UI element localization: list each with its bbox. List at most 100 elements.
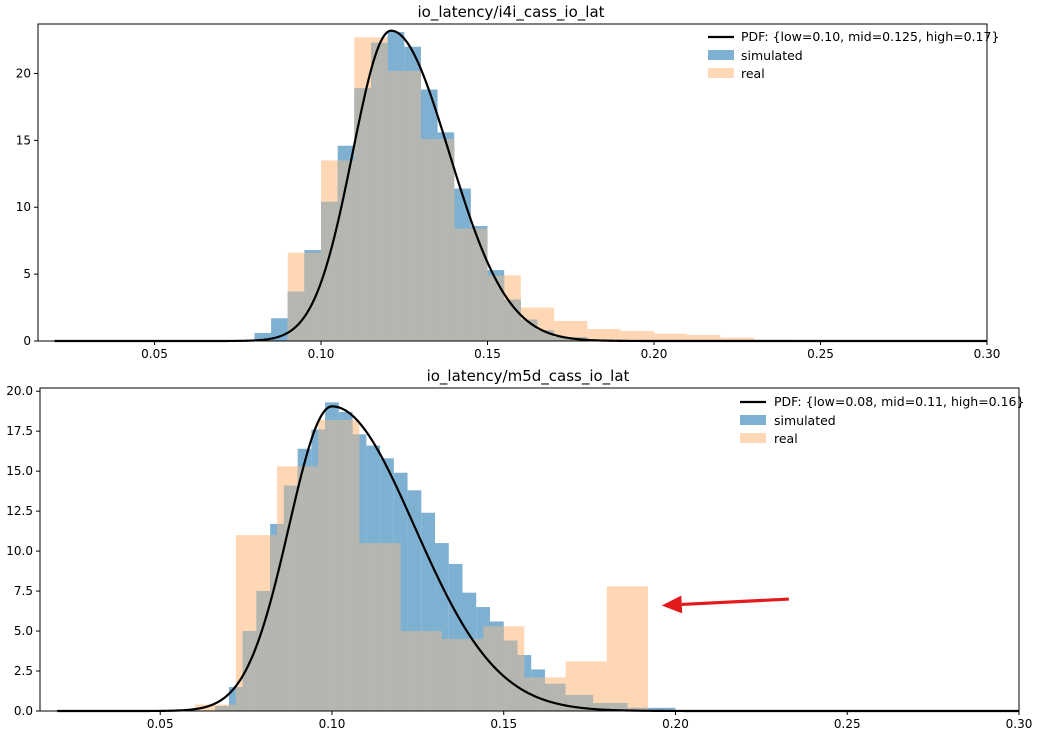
legend: PDF: {low=0.08, mid=0.11, high=0.16} sim…: [740, 394, 1024, 446]
histogram-bar-overlap: [354, 88, 371, 341]
histogram-bar-overlap: [437, 139, 455, 341]
histogram-bar-overlap: [503, 640, 518, 711]
histogram-bar-overlap: [627, 707, 649, 711]
histogram-bar-overlap: [421, 631, 436, 711]
y-tick-label: 7.5: [14, 584, 33, 598]
legend: PDF: {low=0.10, mid=0.125, high=0.17} si…: [708, 29, 999, 81]
histogram-bar-overlap: [593, 703, 607, 711]
legend-simulated-swatch: [740, 415, 766, 425]
legend-label-pdf: PDF: {low=0.08, mid=0.11, high=0.16}: [774, 394, 1024, 409]
histogram-bar-overlap: [359, 543, 367, 711]
y-tick-label: 10.0: [6, 544, 33, 558]
histogram-bar-overlap: [321, 201, 338, 341]
x-tick-label: 0.10: [308, 347, 335, 361]
plot-frame: [39, 387, 1020, 712]
histogram-bar-overlap: [270, 535, 278, 711]
legend-label-simulated: simulated: [741, 48, 803, 63]
histogram-bar-overlap: [441, 639, 449, 711]
histogram-bar-overlap: [380, 543, 394, 711]
histogram-bar-overlap: [387, 70, 405, 342]
legend-real-swatch: [708, 68, 734, 78]
chart-i4i-cass-io-lat: io_latency/i4i_cass_io_lat 0.05 0.10 0.1…: [16, 3, 1001, 361]
x-tick-label: 0.10: [319, 717, 346, 731]
histogram-bar-overlap: [287, 291, 305, 341]
histogram-bar-simulated: [254, 332, 272, 341]
histogram-bar-overlap: [420, 139, 438, 341]
histogram-bar-overlap: [297, 466, 312, 711]
x-tick-label: 0.30: [1006, 717, 1033, 731]
arrow-shaft: [681, 597, 789, 607]
histogram-bar-overlap: [476, 639, 484, 711]
plot-frame: [37, 23, 988, 342]
y-tick-label: 20.0: [6, 384, 33, 398]
y-tick-label: 5: [23, 267, 31, 281]
histogram-bar-overlap: [235, 687, 243, 711]
y-tick-label: 5.0: [14, 624, 33, 638]
histogram-bar-overlap: [487, 275, 505, 341]
histogram-bar-overlap: [435, 631, 442, 711]
histogram-bar-overlap: [366, 543, 381, 711]
histogram-bar-overlap: [407, 631, 422, 711]
chart-title: io_latency/m5d_cass_io_lat: [427, 367, 630, 386]
arrow-head: [661, 595, 683, 614]
x-tick-label: 0.15: [474, 347, 501, 361]
histogram-bar-overlap: [325, 419, 339, 711]
histogram-bar-overlap: [318, 429, 326, 711]
legend-simulated-swatch: [708, 50, 734, 60]
histogram-bar-overlap: [531, 677, 545, 711]
x-tick-label: 0.30: [974, 347, 1001, 361]
legend-label-real: real: [774, 431, 798, 446]
histogram-bar-real: [720, 337, 754, 341]
y-axis: 0 5 10 15 20: [16, 66, 38, 348]
y-tick-label: 17.5: [6, 424, 33, 438]
histogram-bar-real: [687, 334, 721, 341]
histogram-bar-real: [606, 586, 649, 711]
x-tick-label: 0.05: [141, 347, 168, 361]
y-tick-label: 0.0: [14, 704, 33, 718]
histogram-bar-overlap: [400, 631, 408, 711]
histogram-bars: [221, 32, 788, 342]
histogram-bar-real: [654, 333, 688, 341]
histogram-bar-overlap: [311, 466, 319, 711]
histogram-bar-overlap: [448, 639, 463, 711]
x-tick-label: 0.05: [147, 717, 174, 731]
histogram-bar-overlap: [537, 330, 555, 341]
histogram-bar-overlap: [304, 252, 322, 341]
y-tick-label: 10: [16, 200, 31, 214]
histogram-bar-overlap: [454, 228, 471, 341]
x-tick-label: 0.15: [490, 717, 517, 731]
legend-label-simulated: simulated: [774, 413, 836, 428]
x-tick-label: 0.25: [834, 717, 861, 731]
legend-label-real: real: [741, 66, 765, 81]
histogram-bar-overlap: [242, 631, 257, 711]
y-tick-label: 12.5: [6, 504, 33, 518]
histogram-bars: [194, 402, 676, 711]
x-tick-label: 0.25: [807, 347, 834, 361]
y-tick-label: 0: [23, 334, 31, 348]
histogram-bar-overlap: [393, 543, 401, 711]
histogram-bar-overlap: [277, 523, 284, 711]
histogram-bar-real: [620, 330, 655, 341]
y-tick-label: 15.0: [6, 464, 33, 478]
histogram-bar-overlap: [370, 42, 388, 341]
chart-m5d-cass-io-lat: io_latency/m5d_cass_io_lat 0.05 0.10 0.1…: [6, 367, 1032, 731]
x-tick-label: 0.20: [662, 717, 689, 731]
y-tick-label: 2.5: [14, 664, 33, 678]
histogram-bar-overlap: [524, 677, 532, 711]
y-axis: 0.0 2.5 5.0 7.5 10.0 12.5 15.0 17.5 20.0: [6, 384, 40, 718]
x-tick-label: 0.20: [641, 347, 668, 361]
histogram-bar-overlap: [215, 706, 229, 711]
histogram-bar-overlap: [606, 703, 628, 711]
histogram-bar-overlap: [483, 626, 490, 711]
chart-title: io_latency/i4i_cass_io_lat: [417, 3, 604, 22]
histogram-bar-overlap: [470, 228, 488, 341]
x-axis: 0.05 0.10 0.15 0.20 0.25 0.30: [141, 341, 1000, 361]
y-tick-label: 15: [16, 133, 31, 147]
histogram-bar-overlap: [462, 639, 477, 711]
histogram-bar-overlap: [283, 485, 298, 711]
histogram-bar-overlap: [338, 419, 353, 711]
histogram-bar-overlap: [517, 655, 525, 711]
y-tick-label: 20: [16, 66, 31, 80]
